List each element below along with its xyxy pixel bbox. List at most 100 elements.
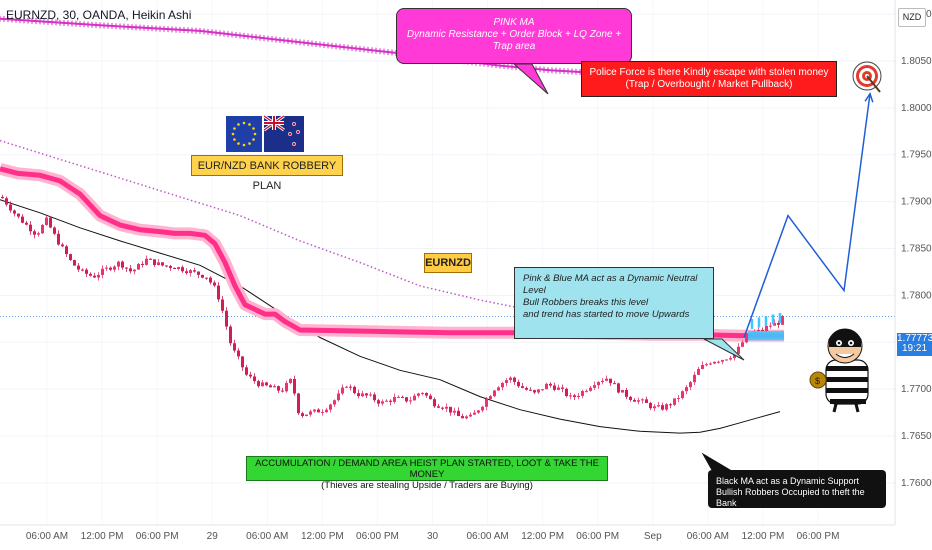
candle-body: [273, 386, 276, 388]
candle-body: [733, 353, 736, 359]
target-zone: [748, 312, 784, 341]
price-tick-label: 1.76000: [901, 478, 932, 489]
candle-body: [225, 310, 228, 327]
candle-body: [73, 260, 76, 266]
candle-body: [365, 393, 368, 396]
candle-body: [129, 268, 132, 272]
robber-icon: $: [809, 328, 869, 413]
candle-body: [741, 342, 744, 347]
police-line-2: (Trap / Overbought / Market Pullback): [625, 79, 793, 90]
candle-body: [629, 396, 632, 400]
time-tick-label: 06:00 PM: [136, 531, 179, 542]
candle-body: [597, 382, 600, 386]
eu-star: [253, 132, 257, 136]
candle-body: [777, 322, 780, 325]
candle-body: [169, 266, 172, 268]
candle-body: [253, 376, 256, 382]
nz-flag-icon: [263, 114, 304, 152]
candle-body: [69, 254, 72, 261]
candle-body: [149, 258, 152, 260]
candle-body: [417, 393, 420, 396]
candle-body: [473, 412, 476, 415]
candle-body: [569, 395, 572, 397]
candle-body: [177, 267, 180, 269]
price-tick-label: 1.78000: [901, 290, 932, 301]
candle-body: [485, 398, 488, 407]
eu-star: [252, 127, 255, 130]
time-tick-label: 06:00 AM: [26, 531, 68, 542]
candle-body: [105, 267, 108, 269]
candle-body: [77, 265, 80, 270]
time-axis[interactable]: 06:00 AM 12:00 PM 06:00 PM 29 06:00 AM 12:00 …: [26, 531, 840, 542]
candle-body: [397, 396, 400, 398]
candle-body: [401, 396, 404, 398]
candle-body: [93, 275, 96, 278]
candle-body: [277, 386, 280, 391]
pink-ma-callout: PINK MA Dynamic Resistance + Order Block…: [396, 8, 632, 64]
candle-body: [529, 389, 532, 391]
candle-body: [13, 210, 16, 214]
candle-body: [565, 388, 568, 397]
candle-body: [685, 387, 688, 392]
candle-body: [465, 416, 468, 419]
candle-body: [677, 398, 680, 400]
candle-body: [173, 267, 176, 269]
candle-body: [373, 394, 376, 401]
candle-body: [53, 227, 56, 234]
eu-star: [237, 123, 240, 126]
candle-body: [41, 224, 44, 234]
candle-body: [545, 383, 548, 390]
candle-body: [141, 263, 144, 265]
candle-body: [525, 387, 528, 390]
candle-body: [317, 409, 320, 413]
eu-star: [252, 138, 255, 141]
candle-body: [429, 395, 432, 400]
candle-body: [549, 383, 552, 386]
currency-button[interactable]: NZD: [898, 8, 926, 27]
candle-body: [321, 412, 324, 414]
candle-body: [673, 398, 676, 405]
candle-body: [681, 391, 684, 399]
eu-star: [242, 121, 246, 125]
candle-body: [393, 397, 396, 402]
candle-body: [89, 273, 92, 276]
candle-body: [497, 387, 500, 391]
accum-line-1: ACCUMULATION / DEMAND AREA HEIST PLAN ST…: [255, 458, 599, 480]
candles: [1, 194, 784, 420]
candle-body: [641, 399, 644, 401]
candle-body: [309, 411, 312, 415]
eu-star: [233, 127, 236, 130]
time-tick-label: 12:00 PM: [521, 531, 564, 542]
candle-body: [537, 389, 540, 393]
candle-body: [409, 400, 412, 402]
candle-body: [33, 231, 36, 235]
candle-body: [49, 217, 52, 228]
candle-body: [237, 350, 240, 357]
pink-ma-text: Dynamic Resistance + Order Block + LQ Zo…: [406, 29, 622, 52]
candle-body: [665, 404, 668, 410]
candle-body: [721, 360, 724, 362]
candle-body: [293, 378, 296, 394]
candle-body: [573, 395, 576, 398]
candle-body: [693, 374, 696, 383]
candle-body: [725, 359, 728, 361]
annotation-pointers: [512, 63, 745, 471]
projection-path: [743, 92, 874, 338]
candle-body: [165, 265, 168, 267]
candle-body: [101, 268, 104, 275]
candle-body: [353, 386, 356, 394]
candle-body: [421, 393, 424, 395]
candle-body: [737, 346, 740, 354]
time-tick-label: 06:00 AM: [687, 531, 729, 542]
price-tick-label: 1.77000: [901, 384, 932, 395]
candle-body: [445, 406, 448, 409]
pink-ma-title: PINK MA: [493, 17, 535, 28]
candle-body: [457, 410, 460, 417]
candle-body: [5, 198, 8, 205]
candle-body: [413, 395, 416, 401]
accum-line-2: (Thieves are stealing Upside / Traders a…: [321, 480, 533, 491]
svg-text:$: $: [815, 376, 820, 386]
candle-body: [425, 393, 428, 396]
black-ma-line: [0, 199, 781, 434]
